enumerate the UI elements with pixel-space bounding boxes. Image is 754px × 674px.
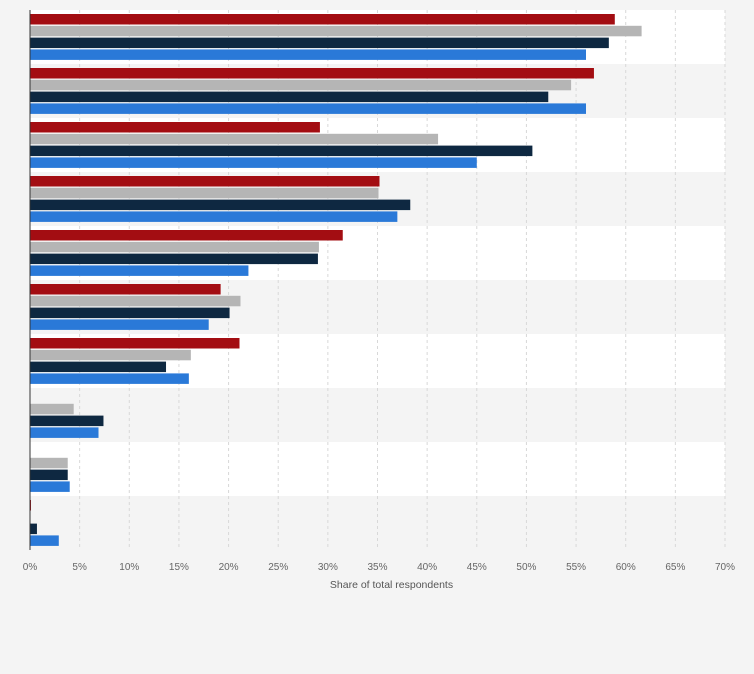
bar <box>30 211 398 222</box>
x-tick-label: 40% <box>417 562 437 573</box>
bar <box>30 403 74 415</box>
bar <box>30 373 189 384</box>
x-tick-label: 20% <box>219 562 239 573</box>
bar <box>30 253 318 265</box>
x-tick-label: 60% <box>616 562 636 573</box>
bar <box>30 295 241 307</box>
x-tick-label: 15% <box>169 562 189 573</box>
bar <box>30 349 191 361</box>
bar <box>30 319 209 330</box>
bar <box>30 415 104 427</box>
bar <box>30 49 586 60</box>
bar <box>30 79 572 91</box>
bar <box>30 230 343 241</box>
bar <box>30 241 319 253</box>
x-tick-label: 45% <box>467 562 487 573</box>
bar <box>30 523 37 535</box>
bar <box>30 199 411 211</box>
x-axis-tick-labels: 0% 5% 10% 15% 20% 25% 30% 35% 40% 45% 50% 55% 60% 65%… <box>23 562 735 573</box>
bars <box>30 14 642 546</box>
bar <box>30 103 586 114</box>
bar <box>30 37 609 49</box>
bar <box>30 457 68 469</box>
bar <box>30 122 320 133</box>
x-tick-label: 25% <box>268 562 288 573</box>
x-tick-label: 35% <box>367 562 387 573</box>
x-tick-label: 0% <box>23 562 38 573</box>
x-tick-label: 70% <box>715 562 735 573</box>
bar <box>30 427 99 438</box>
bar <box>30 187 379 199</box>
bar <box>30 361 167 373</box>
bar <box>30 176 380 187</box>
x-axis-title: Share of total respondents <box>330 579 453 591</box>
bar <box>30 25 642 37</box>
bar <box>30 307 230 319</box>
bar <box>30 469 68 481</box>
x-tick-label: 65% <box>665 562 685 573</box>
bar <box>30 284 221 295</box>
x-tick-label: 30% <box>318 562 338 573</box>
bar <box>30 68 594 79</box>
bar <box>30 265 249 276</box>
x-tick-label: 55% <box>566 562 586 573</box>
bar <box>30 133 439 145</box>
x-tick-label: 5% <box>72 562 87 573</box>
bar <box>30 481 70 492</box>
bar <box>30 157 477 168</box>
bar <box>30 338 240 349</box>
bar <box>30 14 615 25</box>
bar <box>30 91 549 103</box>
x-tick-label: 50% <box>516 562 536 573</box>
bar <box>30 145 533 157</box>
bar <box>30 535 59 546</box>
x-tick-label: 10% <box>119 562 139 573</box>
